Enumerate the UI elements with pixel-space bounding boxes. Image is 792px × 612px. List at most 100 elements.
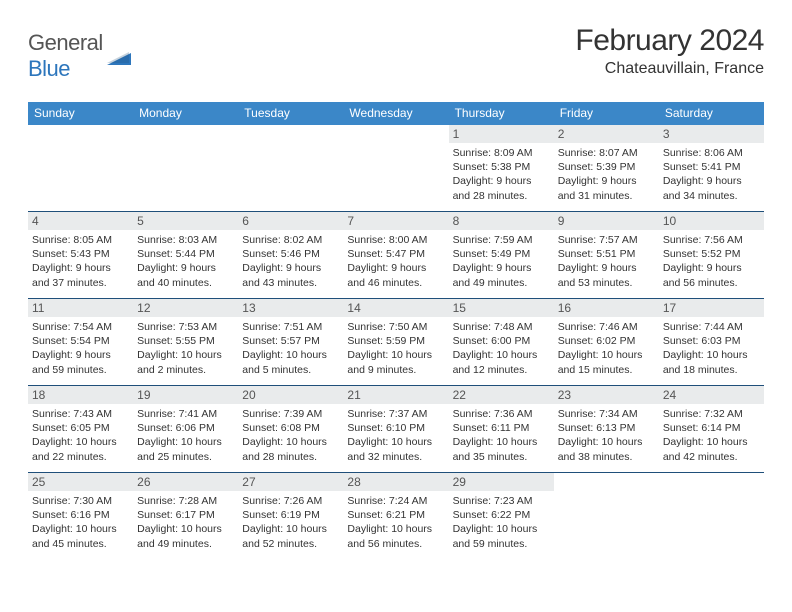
day-number: 11 (32, 301, 44, 315)
calendar-week: 18Sunrise: 7:43 AMSunset: 6:05 PMDayligh… (28, 386, 764, 473)
sunrise-text: Sunrise: 7:48 AM (453, 320, 550, 334)
day-number: 23 (558, 388, 571, 402)
day-details: Sunrise: 7:54 AMSunset: 5:54 PMDaylight:… (32, 320, 129, 377)
calendar-page: GeneralBlue February 2024 Chateauvillain… (0, 0, 792, 612)
brand-text-a: General (28, 30, 103, 55)
day-number-row: 21 (343, 386, 448, 404)
weekday-header-row: SundayMondayTuesdayWednesdayThursdayFrid… (28, 102, 764, 125)
day-details: Sunrise: 7:36 AMSunset: 6:11 PMDaylight:… (453, 407, 550, 464)
daylight-text: Daylight: 9 hours and 37 minutes. (32, 261, 129, 289)
sunset-text: Sunset: 6:10 PM (347, 421, 444, 435)
day-number: 4 (32, 214, 39, 228)
day-details: Sunrise: 8:09 AMSunset: 5:38 PMDaylight:… (453, 146, 550, 203)
day-number-row: 15 (449, 299, 554, 317)
day-number-row: 13 (238, 299, 343, 317)
daylight-text: Daylight: 10 hours and 15 minutes. (558, 348, 655, 376)
daylight-text: Daylight: 10 hours and 59 minutes. (453, 522, 550, 550)
sunset-text: Sunset: 6:21 PM (347, 508, 444, 522)
sunrise-text: Sunrise: 7:24 AM (347, 494, 444, 508)
day-details: Sunrise: 7:44 AMSunset: 6:03 PMDaylight:… (663, 320, 760, 377)
day-number: 7 (347, 214, 354, 228)
day-number: 5 (137, 214, 144, 228)
sunrise-text: Sunrise: 7:50 AM (347, 320, 444, 334)
calendar-day: 20Sunrise: 7:39 AMSunset: 6:08 PMDayligh… (238, 386, 343, 472)
weekday-header: Wednesday (343, 102, 448, 125)
calendar: SundayMondayTuesdayWednesdayThursdayFrid… (28, 102, 764, 559)
day-details: Sunrise: 8:02 AMSunset: 5:46 PMDaylight:… (242, 233, 339, 290)
sunset-text: Sunset: 6:08 PM (242, 421, 339, 435)
day-number: 19 (137, 388, 150, 402)
sunset-text: Sunset: 6:06 PM (137, 421, 234, 435)
day-details: Sunrise: 7:50 AMSunset: 5:59 PMDaylight:… (347, 320, 444, 377)
calendar-day: 26Sunrise: 7:28 AMSunset: 6:17 PMDayligh… (133, 473, 238, 559)
daylight-text: Daylight: 10 hours and 45 minutes. (32, 522, 129, 550)
weekday-header: Friday (554, 102, 659, 125)
sunrise-text: Sunrise: 7:26 AM (242, 494, 339, 508)
day-details: Sunrise: 8:06 AMSunset: 5:41 PMDaylight:… (663, 146, 760, 203)
daylight-text: Daylight: 9 hours and 43 minutes. (242, 261, 339, 289)
sunset-text: Sunset: 5:44 PM (137, 247, 234, 261)
sunrise-text: Sunrise: 7:51 AM (242, 320, 339, 334)
sunset-text: Sunset: 5:49 PM (453, 247, 550, 261)
sunset-text: Sunset: 5:52 PM (663, 247, 760, 261)
day-number: 26 (137, 475, 150, 489)
day-details: Sunrise: 8:07 AMSunset: 5:39 PMDaylight:… (558, 146, 655, 203)
day-number: 25 (32, 475, 45, 489)
calendar-week: 4Sunrise: 8:05 AMSunset: 5:43 PMDaylight… (28, 212, 764, 299)
weekday-header: Monday (133, 102, 238, 125)
weekday-header: Sunday (28, 102, 133, 125)
location-label: Chateauvillain, France (575, 60, 764, 78)
sunrise-text: Sunrise: 7:41 AM (137, 407, 234, 421)
page-header: GeneralBlue February 2024 Chateauvillain… (28, 24, 764, 94)
sunset-text: Sunset: 6:19 PM (242, 508, 339, 522)
sunrise-text: Sunrise: 7:44 AM (663, 320, 760, 334)
sunset-text: Sunset: 6:11 PM (453, 421, 550, 435)
calendar-day-empty (28, 125, 133, 211)
calendar-day: 6Sunrise: 8:02 AMSunset: 5:46 PMDaylight… (238, 212, 343, 298)
daylight-text: Daylight: 10 hours and 49 minutes. (137, 522, 234, 550)
sunset-text: Sunset: 6:05 PM (32, 421, 129, 435)
day-number-row: 11 (28, 299, 133, 317)
day-number: 18 (32, 388, 45, 402)
calendar-day: 28Sunrise: 7:24 AMSunset: 6:21 PMDayligh… (343, 473, 448, 559)
calendar-day-empty (659, 473, 764, 559)
title-block: February 2024 Chateauvillain, France (575, 24, 764, 78)
daylight-text: Daylight: 9 hours and 40 minutes. (137, 261, 234, 289)
sunset-text: Sunset: 6:17 PM (137, 508, 234, 522)
calendar-day: 24 Sunrise: 7:32 AMSunset: 6:14 PMDayligh… (659, 386, 764, 472)
calendar-day: 10Sunrise: 7:56 AMSunset: 5:52 PMDayligh… (659, 212, 764, 298)
calendar-day: 4 Sunrise: 8:05 AMSunset: 5:43 PMDaylight… (28, 212, 133, 298)
sunrise-text: Sunrise: 7:32 AM (663, 407, 760, 421)
day-number-row: 27 (238, 473, 343, 491)
sunset-text: Sunset: 6:14 PM (663, 421, 760, 435)
day-number: 1 (453, 127, 460, 141)
day-number: 12 (137, 301, 150, 315)
day-details: Sunrise: 7:34 AMSunset: 6:13 PMDaylight:… (558, 407, 655, 464)
day-number-row: 25 (28, 473, 133, 491)
calendar-day: 15Sunrise: 7:48 AMSunset: 6:00 PMDayligh… (449, 299, 554, 385)
day-number: 28 (347, 475, 360, 489)
daylight-text: Daylight: 10 hours and 42 minutes. (663, 435, 760, 463)
day-details: Sunrise: 7:41 AMSunset: 6:06 PMDaylight:… (137, 407, 234, 464)
brand-text-b: Blue (28, 56, 70, 81)
day-details: Sunrise: 8:03 AMSunset: 5:44 PMDaylight:… (137, 233, 234, 290)
sunset-text: Sunset: 5:43 PM (32, 247, 129, 261)
day-number-row: 19 (133, 386, 238, 404)
sunrise-text: Sunrise: 7:54 AM (32, 320, 129, 334)
day-number-row: 28 (343, 473, 448, 491)
day-number: 17 (663, 301, 676, 315)
calendar-week: 1 Sunrise: 8:09 AMSunset: 5:38 PMDaylight… (28, 125, 764, 212)
day-number-row: 29 (449, 473, 554, 491)
day-details: Sunrise: 7:39 AMSunset: 6:08 PMDaylight:… (242, 407, 339, 464)
sunrise-text: Sunrise: 8:05 AM (32, 233, 129, 247)
day-number-row: 4 (28, 212, 133, 230)
sunrise-text: Sunrise: 7:57 AM (558, 233, 655, 247)
calendar-day: 19 Sunrise: 7:41 AMSunset: 6:06 PMDayligh… (133, 386, 238, 472)
month-title: February 2024 (575, 24, 764, 58)
day-details: Sunrise: 8:05 AMSunset: 5:43 PMDaylight:… (32, 233, 129, 290)
sunset-text: Sunset: 6:03 PM (663, 334, 760, 348)
day-details: Sunrise: 7:37 AMSunset: 6:10 PMDaylight:… (347, 407, 444, 464)
sunset-text: Sunset: 5:39 PM (558, 160, 655, 174)
day-number: 24 (663, 388, 676, 402)
calendar-day-empty (343, 125, 448, 211)
